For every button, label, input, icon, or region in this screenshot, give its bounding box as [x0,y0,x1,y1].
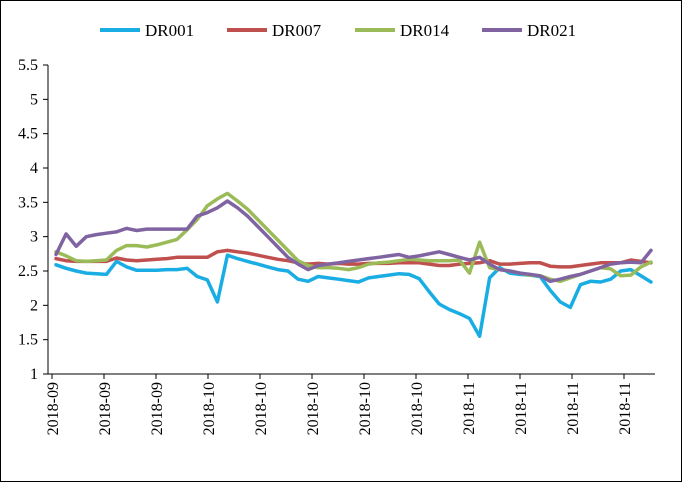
y-tick-label: 3.5 [18,194,38,211]
legend-label-dr007: DR007 [272,21,322,40]
y-tick-label: 5.5 [18,57,38,74]
x-tick-label: 2018-11 [617,382,634,435]
y-tick-label: 5 [30,91,38,108]
x-tick-label: 2018-10 [305,382,322,435]
x-tick-label: 2018-09 [45,382,62,435]
legend: DR001 DR007 DR014 DR021 [100,21,576,40]
x-tick-label: 2018-10 [409,382,426,435]
x-tick-label: 2018-10 [201,382,218,435]
x-tick-label: 2018-10 [357,382,374,435]
y-axis: 1 1.5 2 2.5 3 3.5 4 4.5 5 5.5 [18,57,49,383]
x-tick-label: 2018-09 [149,382,166,435]
y-tick-label: 2.5 [18,263,38,280]
x-tick-label: 2018-10 [253,382,270,435]
x-tick-label: 2018-09 [97,382,114,435]
x-tick-label: 2018-11 [513,382,530,435]
x-axis: 2018-09 2018-09 2018-09 2018-10 2018-10 2018-… [45,373,655,435]
legend-label-dr001: DR001 [145,21,194,40]
legend-label-dr014: DR014 [400,21,450,40]
y-tick-label: 1 [30,366,38,383]
y-tick-label: 2 [30,297,38,314]
y-tick-label: 4.5 [18,126,38,143]
series-line-dr021 [54,199,653,284]
series-line-dr007 [54,248,653,269]
y-tick-label: 3 [30,229,38,246]
y-tick-label: 4 [30,160,38,177]
x-tick-label: 2018-11 [461,382,478,435]
legend-label-dr021: DR021 [527,21,576,40]
y-tick-label: 1.5 [18,332,38,349]
series-group [54,191,653,338]
x-tick-label: 2018-11 [565,382,582,435]
series-line-dr001 [54,253,653,338]
